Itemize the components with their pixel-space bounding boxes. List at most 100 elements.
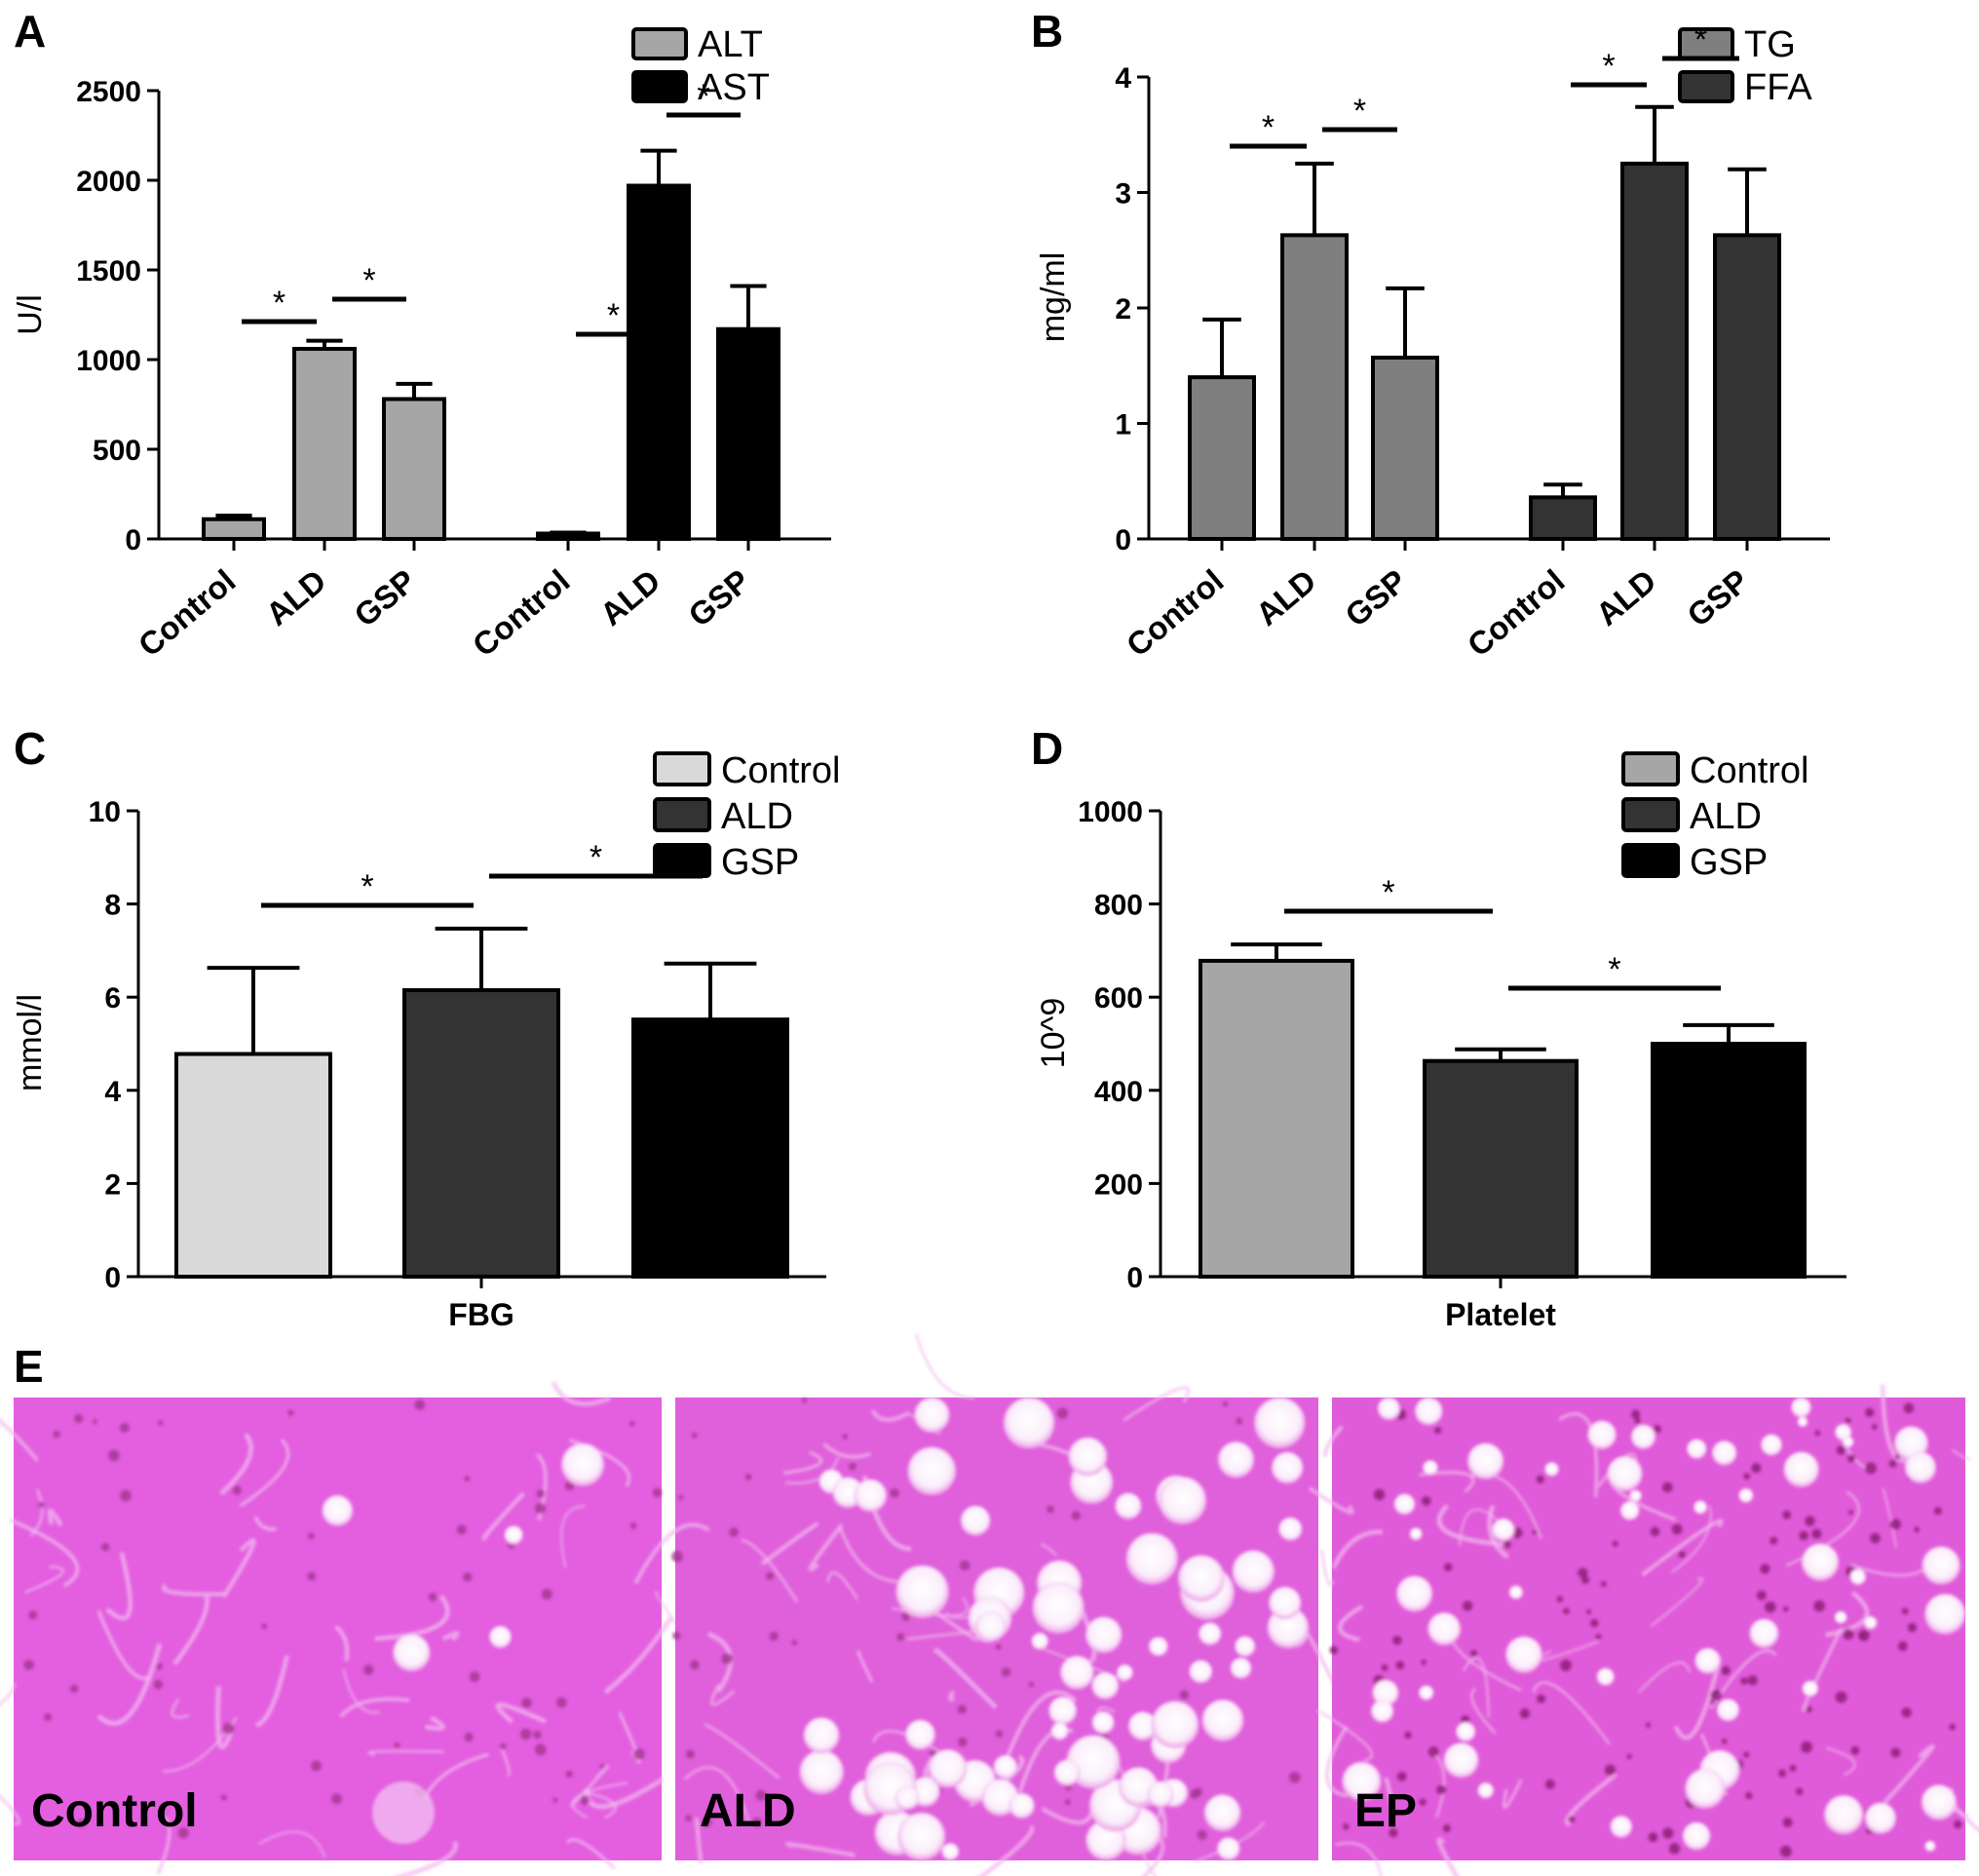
tissue-nucleus <box>1671 1523 1683 1535</box>
significance-star: * <box>1608 951 1620 988</box>
category-label: GSP <box>347 562 422 633</box>
tissue-nucleus <box>536 1489 546 1499</box>
tissue-nucleus <box>1799 1530 1808 1541</box>
tissue-nucleus <box>1858 1633 1865 1640</box>
tissue-vacuole <box>1199 1622 1222 1646</box>
tissue-nucleus <box>766 1572 775 1581</box>
category-label: Control <box>1120 562 1231 664</box>
tissue-sinusoid <box>560 1505 586 1569</box>
tissue-sinusoid <box>219 1433 253 1496</box>
y-axis-label: mmol/l <box>12 994 49 1091</box>
tissue-nucleus <box>1047 1505 1054 1513</box>
y-tick-label: 2 <box>104 1168 121 1201</box>
y-tick-label: 1500 <box>76 255 141 287</box>
y-tick-label: 3 <box>1115 178 1131 211</box>
tissue-nucleus <box>38 1501 45 1509</box>
tissue-sinusoid <box>374 1594 450 1641</box>
tissue-sinusoid <box>838 1527 899 1584</box>
y-tick-label: 4 <box>104 1076 121 1108</box>
tissue-vacuole <box>1682 1821 1711 1851</box>
tissue-sinusoid <box>785 1842 856 1857</box>
tissue-nucleus <box>1544 1779 1555 1789</box>
category-label: Control <box>1461 562 1572 664</box>
tissue-sinusoid <box>1335 1841 1383 1876</box>
tissue-nucleus <box>1805 1515 1815 1527</box>
legend-entry: FFA <box>1744 67 1812 108</box>
tissue-vacuole <box>1791 1397 1811 1418</box>
y-axis-label: U/l <box>12 294 49 335</box>
tissue-nucleus <box>23 1659 34 1670</box>
tissue-vacuole <box>1254 1397 1306 1449</box>
tissue-vacuole <box>1085 1616 1123 1654</box>
tissue-sinusoid <box>162 1583 227 1597</box>
tissue-nucleus <box>414 1399 426 1410</box>
y-tick-label: 1000 <box>1078 796 1143 828</box>
tissue-nucleus <box>1470 1650 1478 1658</box>
tissue-nucleus <box>842 1434 849 1439</box>
tissue-nucleus <box>520 1728 532 1741</box>
panel-label-e: E <box>14 1341 44 1392</box>
tissue-vacuole <box>1843 1436 1854 1448</box>
bar <box>1280 233 1349 541</box>
tissue-vacuole <box>803 1717 840 1754</box>
category-label: ALD <box>1249 562 1323 632</box>
tissue-nucleus <box>629 1421 635 1427</box>
tissue-nucleus <box>77 1819 86 1828</box>
tissue-vacuole <box>1091 1711 1115 1735</box>
tissue-vacuole <box>1203 1794 1241 1832</box>
tissue-vacuole <box>975 1611 1007 1642</box>
tissue-vacuole <box>1797 1416 1808 1428</box>
tissue-nucleus <box>890 1488 899 1498</box>
tissue-sinusoid <box>1503 1779 1523 1810</box>
tissue-vacuole <box>1801 1543 1840 1582</box>
tissue-vacuole <box>1802 1680 1819 1698</box>
tissue-nucleus <box>1503 1540 1512 1549</box>
tissue-nucleus <box>1222 1401 1229 1407</box>
tissue-sinusoid <box>1638 1661 1691 1694</box>
micrograph-ald: ALD <box>633 1333 1337 1876</box>
tissue-nucleus <box>957 1704 967 1714</box>
tissue-sinusoid <box>171 1698 190 1719</box>
x-axis-label: FBG <box>448 1297 514 1332</box>
tissue-vacuole <box>1835 1424 1852 1441</box>
tissue-nucleus <box>428 1592 438 1602</box>
tissue-nucleus <box>1760 1563 1770 1574</box>
tissue-vacuole <box>1419 1685 1434 1701</box>
tissue-sinusoid <box>1462 1657 1490 1718</box>
tissue-sinusoid <box>480 1491 525 1542</box>
tissue-vacuole <box>1068 1436 1108 1476</box>
tissue-nucleus <box>1634 1417 1641 1425</box>
legend-entry: Control <box>721 750 841 791</box>
tissue-nucleus <box>1421 1496 1431 1507</box>
tissue-sinusoid <box>29 1488 44 1537</box>
tissue-nucleus <box>1848 1510 1854 1515</box>
significance-star: * <box>273 285 285 322</box>
bar <box>536 531 600 541</box>
y-tick-label: 0 <box>104 1262 121 1294</box>
tissue-sinusoid <box>710 1683 736 1706</box>
panel-label-b: B <box>1031 6 1063 57</box>
tissue-nucleus <box>1581 1576 1590 1585</box>
tissue-vacuole <box>1230 1658 1252 1679</box>
y-tick-label: 1000 <box>76 345 141 377</box>
tissue-sinusoid <box>24 1565 65 1594</box>
tissue-nucleus <box>552 1797 558 1803</box>
tissue-nucleus <box>1751 1463 1762 1474</box>
tissue-nucleus <box>896 1632 905 1641</box>
tissue-nucleus <box>1836 1445 1846 1455</box>
tissue-nucleus <box>222 1722 235 1735</box>
bar <box>716 326 780 541</box>
category-label: ALD <box>259 562 333 632</box>
tissue-nucleus <box>702 1817 712 1827</box>
tissue-nucleus <box>671 1551 683 1563</box>
tissue-sinusoid <box>1194 1821 1266 1863</box>
bar <box>1199 958 1354 1280</box>
tissue-sinusoid <box>1001 1690 1078 1771</box>
panel-e-histology: E Control ALD EP <box>0 1333 1979 1876</box>
tissue-nucleus <box>311 1760 322 1772</box>
tissue-sinusoid <box>1532 1681 1611 1745</box>
tissue-vacuole <box>894 1785 920 1811</box>
tissue-sinusoid <box>1882 1487 1897 1549</box>
